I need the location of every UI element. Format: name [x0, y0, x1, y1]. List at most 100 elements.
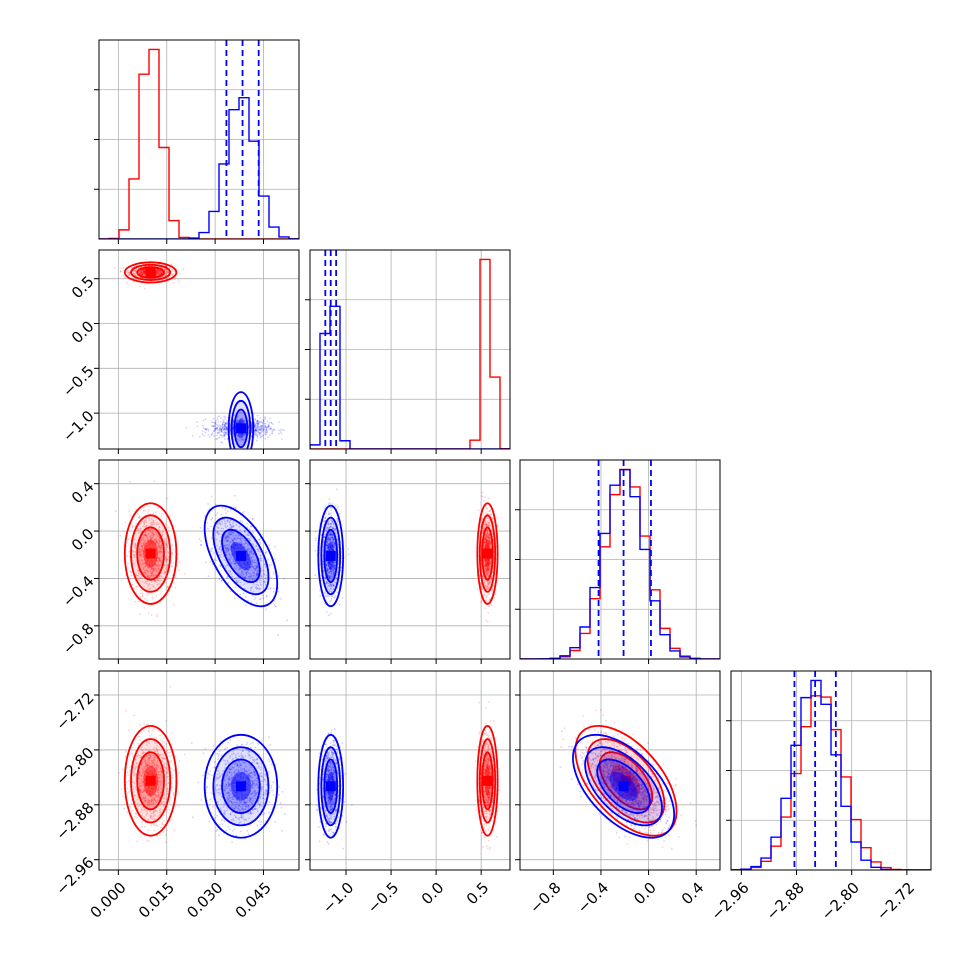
- scatter-point: [486, 569, 489, 571]
- scatter-point: [237, 435, 239, 437]
- scatter-point: [483, 521, 486, 524]
- scatter-point: [247, 575, 250, 578]
- scatter-point: [132, 554, 135, 557]
- scatter-point: [139, 271, 142, 273]
- scatter-point: [225, 428, 228, 430]
- scatter-point: [212, 417, 215, 420]
- scatter-point: [487, 522, 490, 525]
- scatter-point: [215, 514, 217, 516]
- scatter-point: [263, 416, 266, 418]
- scatter-point: [219, 428, 222, 430]
- scatter-point: [235, 524, 238, 526]
- scatter-point: [487, 574, 490, 577]
- scatter-point: [225, 549, 228, 551]
- scatter-point: [256, 562, 259, 564]
- scatter-point: [158, 563, 161, 566]
- scatter-point: [227, 569, 230, 572]
- scatter-point: [131, 557, 134, 559]
- scatter-point: [154, 568, 157, 570]
- scatter-point: [155, 540, 158, 543]
- scatter-point: [156, 535, 159, 538]
- scatter-point: [255, 426, 258, 429]
- scatter-point: [251, 556, 254, 559]
- scatter-point: [485, 536, 487, 539]
- scatter-point: [160, 545, 163, 547]
- scatter-point: [128, 271, 131, 274]
- scatter-point: [486, 531, 489, 533]
- scatter-point: [219, 554, 221, 557]
- scatter-point: [250, 556, 253, 559]
- scatter-point: [210, 550, 213, 552]
- scatter-point: [225, 548, 228, 550]
- scatter-point: [159, 560, 162, 562]
- scatter-point: [156, 532, 159, 535]
- scatter-point: [143, 273, 145, 276]
- scatter-point: [128, 273, 131, 276]
- scatter-point: [226, 544, 229, 546]
- scatter-point: [154, 539, 156, 541]
- scatter-point: [224, 424, 226, 426]
- scatter-point: [268, 565, 271, 567]
- scatter-point: [145, 581, 148, 583]
- scatter-point: [132, 273, 135, 275]
- scatter-point: [488, 538, 490, 541]
- scatter-point: [487, 524, 489, 527]
- scatter-point: [172, 281, 175, 284]
- scatter-point: [252, 543, 255, 546]
- scatter-point: [145, 569, 148, 571]
- scatter-point: [141, 271, 144, 274]
- scatter-point: [278, 421, 280, 424]
- scatter-point: [223, 415, 225, 418]
- scatter-point: [228, 558, 231, 561]
- scatter-point: [135, 529, 138, 532]
- scatter-point: [242, 573, 245, 576]
- scatter-point: [486, 570, 489, 573]
- scatter-point: [220, 548, 223, 551]
- scatter-point: [151, 531, 153, 534]
- scatter-point: [265, 429, 268, 432]
- scatter-point: [266, 420, 269, 423]
- scatter-point: [214, 529, 217, 532]
- scatter-point: [140, 542, 143, 545]
- scatter-point: [141, 273, 144, 275]
- scatter-point: [262, 597, 264, 599]
- scatter-point: [216, 544, 219, 547]
- scatter-point: [224, 418, 227, 421]
- scatter-point: [247, 432, 250, 434]
- scatter-point: [486, 523, 488, 526]
- scatter-point: [226, 540, 229, 543]
- scatter-point: [258, 421, 261, 424]
- scatter-point: [488, 537, 490, 540]
- scatter-point: [155, 574, 157, 576]
- scatter-point: [143, 268, 146, 271]
- scatter-point: [252, 553, 255, 555]
- scatter-point: [140, 527, 142, 530]
- scatter-point: [251, 542, 253, 545]
- scatter-point: [226, 564, 228, 566]
- scatter-point: [169, 538, 172, 541]
- scatter-point: [489, 566, 492, 569]
- scatter-point: [159, 269, 162, 272]
- scatter-point: [265, 427, 268, 429]
- scatter-point: [236, 438, 239, 441]
- scatter-point: [140, 564, 143, 566]
- scatter-point: [220, 553, 223, 556]
- scatter-point: [238, 525, 241, 528]
- scatter-point: [155, 533, 158, 536]
- scatter-point: [483, 523, 486, 525]
- scatter-point: [244, 587, 246, 590]
- scatter-point: [165, 542, 168, 544]
- scatter-point: [160, 272, 163, 275]
- scatter-point: [261, 435, 264, 438]
- scatter-point: [263, 422, 266, 425]
- scatter-point: [261, 422, 264, 424]
- scatter-point: [155, 541, 158, 543]
- scatter-point: [256, 439, 258, 442]
- scatter-point: [234, 562, 237, 565]
- scatter-point: [251, 594, 254, 597]
- scatter-point: [157, 529, 160, 531]
- scatter-point: [156, 273, 159, 276]
- scatter-point: [486, 535, 489, 538]
- scatter-point: [167, 552, 170, 554]
- scatter-point: [143, 269, 146, 271]
